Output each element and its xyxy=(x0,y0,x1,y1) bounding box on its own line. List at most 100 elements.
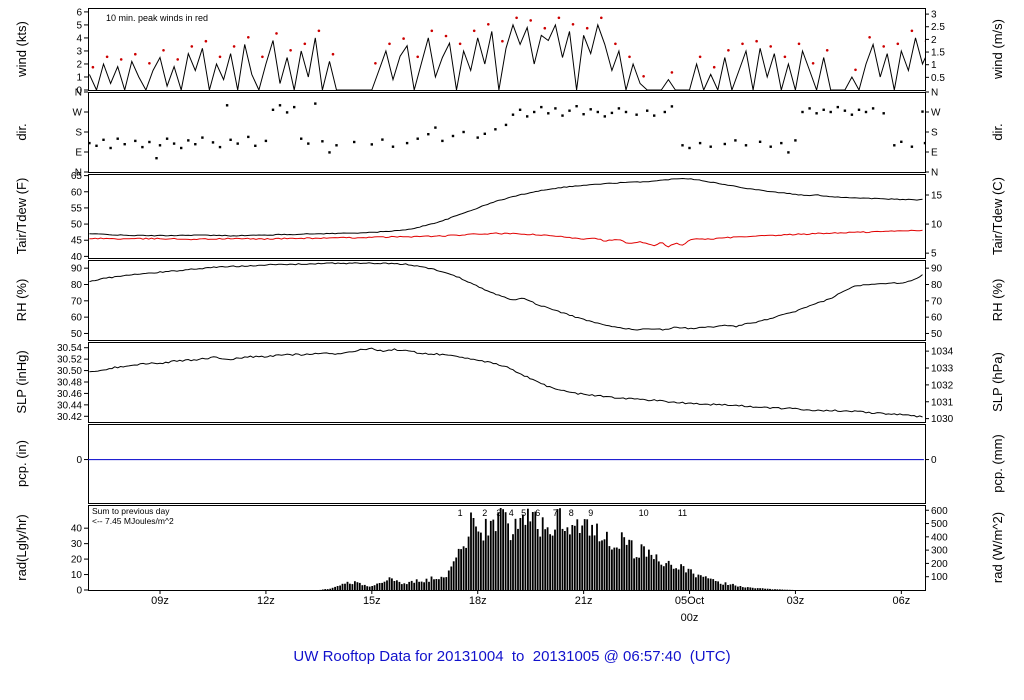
ytick-label-left: 2 xyxy=(76,59,82,70)
xtick-label: 03z xyxy=(787,595,805,607)
ylabel-left-slp: SLP (inHg) xyxy=(14,350,29,413)
ytick-label-left: 30.46 xyxy=(57,389,82,400)
ytick-label-left: 20 xyxy=(71,555,83,566)
ytick-label-right: W xyxy=(931,108,941,119)
ytick-label-right: 100 xyxy=(931,572,948,583)
hour-label: 7 xyxy=(553,508,558,518)
series-wind_direction_deg xyxy=(88,102,925,160)
ytick-label-left: N xyxy=(75,168,82,179)
ylabel-right-rad: rad (W/m^2) xyxy=(990,512,1005,583)
ylabel-right-temp: Tair/Tdew (C) xyxy=(990,177,1005,255)
panel-annotation: <-- 7.45 MJoules/m^2 xyxy=(92,516,174,526)
ytick-label-left: 60 xyxy=(71,313,83,324)
ytick-label-right: 1.5 xyxy=(931,48,945,59)
ytick-label-left: 30.48 xyxy=(57,378,82,389)
ytick-label-right: 500 xyxy=(931,519,948,530)
x-axis: 09z 12z 15z 18z 21z 05Oct 00z 03z 06z xyxy=(151,590,910,624)
ylabel-right-dir: dir. xyxy=(990,123,1005,140)
panel-border xyxy=(88,424,926,504)
chart-title: UW Rooftop Data for 20131004 to 20131005… xyxy=(293,648,731,665)
ytick-label-right: 400 xyxy=(931,532,948,543)
ytick-label-left: 0 xyxy=(76,86,82,97)
ytick-label-left: 30.54 xyxy=(57,343,82,354)
ytick-label-left: S xyxy=(75,128,82,139)
hour-label: 10 xyxy=(639,508,649,518)
ytick-label-right: 70 xyxy=(931,296,943,307)
ytick-label-right: N xyxy=(931,88,938,99)
ylabel-left-rad: rad(Lgly/hr) xyxy=(14,514,29,580)
ytick-label-right: 1034 xyxy=(931,347,954,358)
xtick-label: 06z xyxy=(892,595,910,607)
ylabel-left-rh: RH (%) xyxy=(14,279,29,322)
ytick-label-left: 65 xyxy=(71,171,83,182)
ytick-label-left: 90 xyxy=(71,264,83,275)
xtick-label-line2: 00z xyxy=(681,612,699,624)
hour-label: 3 xyxy=(496,508,501,518)
ytick-label-left: 55 xyxy=(71,203,83,214)
ytick-label-right: E xyxy=(931,148,938,159)
ytick-label-left: 30.44 xyxy=(57,400,82,411)
ytick-label-left: 5 xyxy=(76,20,82,31)
panel-rad: 0 10 20 30 40 100 200 300 400 500 600 rad(Lgly/hr) r… xyxy=(14,505,1005,597)
panel-rh: 50 60 70 80 90 50 60 70 80 90 RH (%) RH (%) xyxy=(14,260,1005,341)
ytick-label-left: 30.52 xyxy=(57,355,82,366)
ytick-label-right: 1033 xyxy=(931,364,954,375)
ytick-label-right: 0.5 xyxy=(931,73,945,84)
ylabel-right-wind: wind (m/s) xyxy=(990,19,1005,80)
series-tair_f xyxy=(89,177,923,237)
ytick-label-right: 1 xyxy=(931,60,937,71)
ytick-label-left: 60 xyxy=(71,187,83,198)
series-peak_wind_kts xyxy=(91,16,925,78)
ytick-label-right: 1030 xyxy=(931,414,954,425)
ytick-label-left: 70 xyxy=(71,296,83,307)
ytick-label-right: S xyxy=(931,128,938,139)
ytick-label-left: 45 xyxy=(71,236,83,247)
ylabel-left-dir: dir. xyxy=(14,123,29,140)
ytick-label-right: 600 xyxy=(931,506,948,517)
series-tdew_f xyxy=(89,229,923,248)
ytick-label-right: 15 xyxy=(931,191,943,202)
ytick-label-right: 10 xyxy=(931,220,943,231)
ytick-label-left: 50 xyxy=(71,329,83,340)
xtick-label: 21z xyxy=(575,595,593,607)
ytick-label-left: 6 xyxy=(76,7,82,18)
ytick-label-left: 40 xyxy=(71,252,83,263)
ylabel-right-rh: RH (%) xyxy=(990,279,1005,322)
hour-label: 1 xyxy=(458,508,463,518)
ylabel-left-wind: wind (kts) xyxy=(14,21,29,78)
ytick-label-left: 50 xyxy=(71,220,83,231)
xtick-label: 12z xyxy=(257,595,275,607)
series-wind_speed_kts xyxy=(88,23,925,90)
hour-label: 5 xyxy=(521,508,526,518)
ytick-label-left: 0 xyxy=(76,455,82,466)
ytick-label-right: 90 xyxy=(931,264,943,275)
ytick-label-right: 3 xyxy=(931,10,937,21)
ytick-label-right: 80 xyxy=(931,280,943,291)
hour-label: 4 xyxy=(509,508,514,518)
ytick-label-right: 1032 xyxy=(931,380,954,391)
xtick-label: 15z xyxy=(363,595,381,607)
ytick-label-left: E xyxy=(75,148,82,159)
ytick-label-right: 300 xyxy=(931,546,948,557)
panel-temp: 40 45 50 55 60 65 5 10 15 Tair/Tdew (F) Tair/Tdew … xyxy=(14,171,1005,263)
ytick-label-left: 80 xyxy=(71,280,83,291)
ytick-label-left: N xyxy=(75,88,82,99)
series-solar_rad_lgly_hr xyxy=(319,508,794,590)
ytick-label-right: 2 xyxy=(931,35,937,46)
ytick-label-left: 0 xyxy=(76,586,82,597)
xtick-label: 18z xyxy=(469,595,487,607)
ytick-label-right: 5 xyxy=(931,249,937,260)
hour-label: 8 xyxy=(569,508,574,518)
ytick-label-left: 1 xyxy=(76,72,82,83)
panel-annotation: 10 min. peak winds in red xyxy=(106,13,208,23)
ytick-label-right: 0 xyxy=(931,455,937,466)
series-slp_inhg xyxy=(89,347,923,418)
panel-annotation: Sum to previous day xyxy=(92,506,170,516)
panel-border xyxy=(88,260,926,341)
ytick-label-left: 30.42 xyxy=(57,412,82,423)
